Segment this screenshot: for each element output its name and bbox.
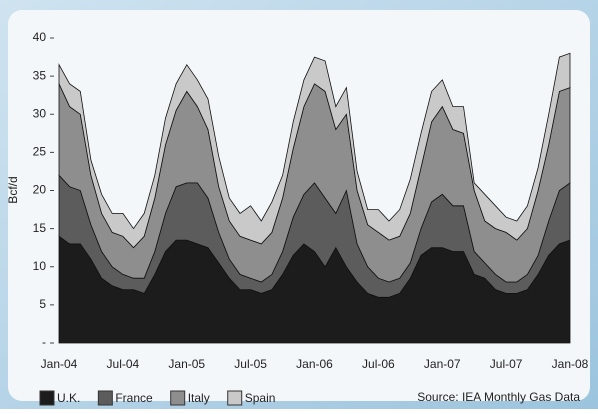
y-tick-label: 35 (33, 68, 47, 82)
legend-swatch (228, 391, 242, 405)
x-tick-label: Jan-07 (424, 357, 461, 371)
x-tick-label: Jan-05 (168, 357, 205, 371)
y-tick-label: - (42, 335, 46, 349)
x-tick-label: Jul-07 (490, 357, 523, 371)
y-tick-label: 20 (33, 183, 47, 197)
x-tick-label: Jan-04 (41, 357, 78, 371)
legend-swatch (171, 391, 185, 405)
y-tick-label: 15 (33, 221, 47, 235)
y-tick-label: 5 (39, 297, 46, 311)
x-tick-label: Jul-06 (362, 357, 395, 371)
legend-swatch (40, 391, 54, 405)
legend-label: U.K. (57, 391, 80, 405)
y-tick-label: 30 (33, 106, 47, 120)
x-tick-label: Jul-04 (107, 357, 140, 371)
source-note: Source: IEA Monthly Gas Data (417, 390, 580, 404)
y-tick-label: 25 (33, 145, 47, 159)
y-tick-label: 40 (33, 30, 47, 44)
x-tick-label: Jul-05 (234, 357, 267, 371)
legend-label: Italy (188, 391, 210, 405)
legend-swatch (98, 391, 112, 405)
legend-label: France (115, 391, 153, 405)
x-tick-label: Jan-08 (552, 357, 589, 371)
chart: Bcf/d Source: IEA Monthly Gas Data - 5 10 1… (0, 0, 598, 409)
legend-label: Spain (245, 391, 276, 405)
y-tick-label: 10 (33, 259, 47, 273)
x-tick-label: Jan-06 (296, 357, 333, 371)
y-axis-label: Bcf/d (6, 176, 20, 203)
